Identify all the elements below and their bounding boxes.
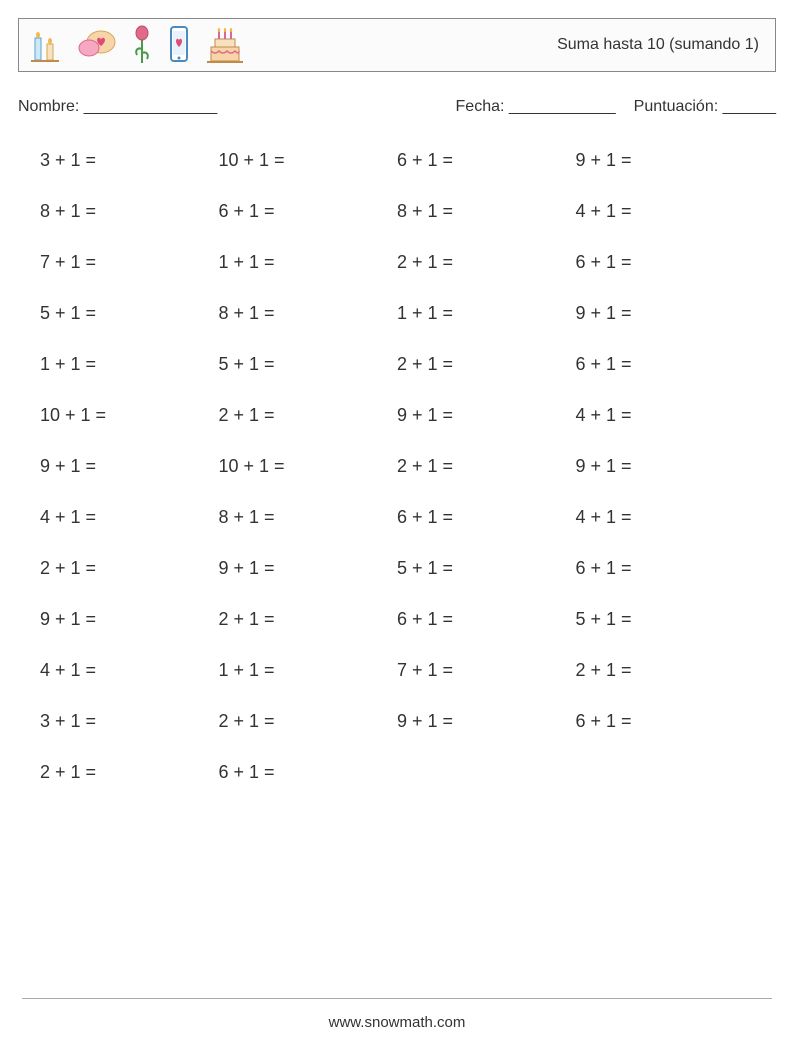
problem-cell: 3 + 1 = <box>40 150 219 171</box>
problem-cell: 8 + 1 = <box>219 507 398 528</box>
problem-cell: 10 + 1 = <box>219 456 398 477</box>
problem-cell: 2 + 1 = <box>219 405 398 426</box>
problem-cell: 4 + 1 = <box>40 660 219 681</box>
problem-cell: 8 + 1 = <box>40 201 219 222</box>
problem-cell: 8 + 1 = <box>219 303 398 324</box>
date-label: Fecha: ____________ <box>456 98 616 116</box>
problem-cell: 6 + 1 = <box>576 558 755 579</box>
problem-cell: 5 + 1 = <box>576 609 755 630</box>
problem-cell <box>397 762 576 783</box>
problem-cell: 9 + 1 = <box>40 456 219 477</box>
heart-speech-icon <box>77 28 117 62</box>
problem-cell: 6 + 1 = <box>219 762 398 783</box>
cake-icon <box>205 25 245 65</box>
problem-row: 5 + 1 =8 + 1 =1 + 1 =9 + 1 = <box>40 303 754 324</box>
footer-divider <box>22 998 772 999</box>
problem-cell: 2 + 1 = <box>40 558 219 579</box>
problem-cell: 6 + 1 = <box>397 507 576 528</box>
problem-cell: 10 + 1 = <box>40 405 219 426</box>
info-row: Nombre: _______________ Fecha: _________… <box>18 98 776 116</box>
problem-cell: 6 + 1 = <box>397 150 576 171</box>
problem-row: 9 + 1 =2 + 1 =6 + 1 =5 + 1 = <box>40 609 754 630</box>
problem-cell: 7 + 1 = <box>397 660 576 681</box>
problem-row: 9 + 1 =10 + 1 =2 + 1 =9 + 1 = <box>40 456 754 477</box>
problem-cell: 6 + 1 = <box>397 609 576 630</box>
rose-icon <box>131 25 153 65</box>
problem-cell: 9 + 1 = <box>219 558 398 579</box>
problem-cell: 2 + 1 = <box>397 354 576 375</box>
problem-cell: 2 + 1 = <box>219 711 398 732</box>
problem-cell: 1 + 1 = <box>40 354 219 375</box>
footer-url: www.snowmath.com <box>0 1014 794 1031</box>
problem-row: 7 + 1 =1 + 1 =2 + 1 =6 + 1 = <box>40 252 754 273</box>
problem-cell: 10 + 1 = <box>219 150 398 171</box>
problem-cell: 3 + 1 = <box>40 711 219 732</box>
problem-row: 4 + 1 =8 + 1 =6 + 1 =4 + 1 = <box>40 507 754 528</box>
problem-row: 10 + 1 =2 + 1 =9 + 1 =4 + 1 = <box>40 405 754 426</box>
problem-row: 8 + 1 =6 + 1 =8 + 1 =4 + 1 = <box>40 201 754 222</box>
worksheet-page: Suma hasta 10 (sumando 1) Nombre: ______… <box>0 0 794 1053</box>
problem-cell: 4 + 1 = <box>576 201 755 222</box>
problem-cell: 6 + 1 = <box>219 201 398 222</box>
problem-cell: 9 + 1 = <box>397 405 576 426</box>
problem-cell: 1 + 1 = <box>397 303 576 324</box>
name-label: Nombre: _______________ <box>18 98 217 115</box>
problems-grid: 3 + 1 =10 + 1 =6 + 1 =9 + 1 =8 + 1 =6 + … <box>18 150 776 783</box>
problem-cell: 2 + 1 = <box>219 609 398 630</box>
problem-row: 3 + 1 =2 + 1 =9 + 1 =6 + 1 = <box>40 711 754 732</box>
problem-cell: 9 + 1 = <box>576 456 755 477</box>
problem-cell: 1 + 1 = <box>219 252 398 273</box>
problem-cell: 9 + 1 = <box>40 609 219 630</box>
problem-cell: 2 + 1 = <box>397 456 576 477</box>
problem-cell: 9 + 1 = <box>576 303 755 324</box>
problem-cell: 7 + 1 = <box>40 252 219 273</box>
candles-icon <box>29 26 63 64</box>
header-box: Suma hasta 10 (sumando 1) <box>18 18 776 72</box>
problem-cell: 4 + 1 = <box>576 405 755 426</box>
problem-cell: 4 + 1 = <box>576 507 755 528</box>
problem-row: 1 + 1 =5 + 1 =2 + 1 =6 + 1 = <box>40 354 754 375</box>
problem-cell: 4 + 1 = <box>40 507 219 528</box>
problem-row: 3 + 1 =10 + 1 =6 + 1 =9 + 1 = <box>40 150 754 171</box>
problem-cell: 6 + 1 = <box>576 354 755 375</box>
problem-row: 4 + 1 =1 + 1 =7 + 1 =2 + 1 = <box>40 660 754 681</box>
problem-cell: 9 + 1 = <box>397 711 576 732</box>
problem-cell: 2 + 1 = <box>576 660 755 681</box>
worksheet-title: Suma hasta 10 (sumando 1) <box>557 36 765 54</box>
phone-heart-icon <box>167 25 191 65</box>
problem-cell: 5 + 1 = <box>40 303 219 324</box>
problem-row: 2 + 1 =9 + 1 =5 + 1 =6 + 1 = <box>40 558 754 579</box>
problem-cell: 9 + 1 = <box>576 150 755 171</box>
problem-cell: 2 + 1 = <box>397 252 576 273</box>
problem-cell <box>576 762 755 783</box>
score-label: Puntuación: ______ <box>634 98 776 116</box>
problem-cell: 8 + 1 = <box>397 201 576 222</box>
problem-cell: 1 + 1 = <box>219 660 398 681</box>
problem-cell: 5 + 1 = <box>397 558 576 579</box>
problem-cell: 2 + 1 = <box>40 762 219 783</box>
problem-row: 2 + 1 =6 + 1 = <box>40 762 754 783</box>
problem-cell: 6 + 1 = <box>576 711 755 732</box>
problem-cell: 6 + 1 = <box>576 252 755 273</box>
problem-cell: 5 + 1 = <box>219 354 398 375</box>
header-icons <box>29 25 245 65</box>
